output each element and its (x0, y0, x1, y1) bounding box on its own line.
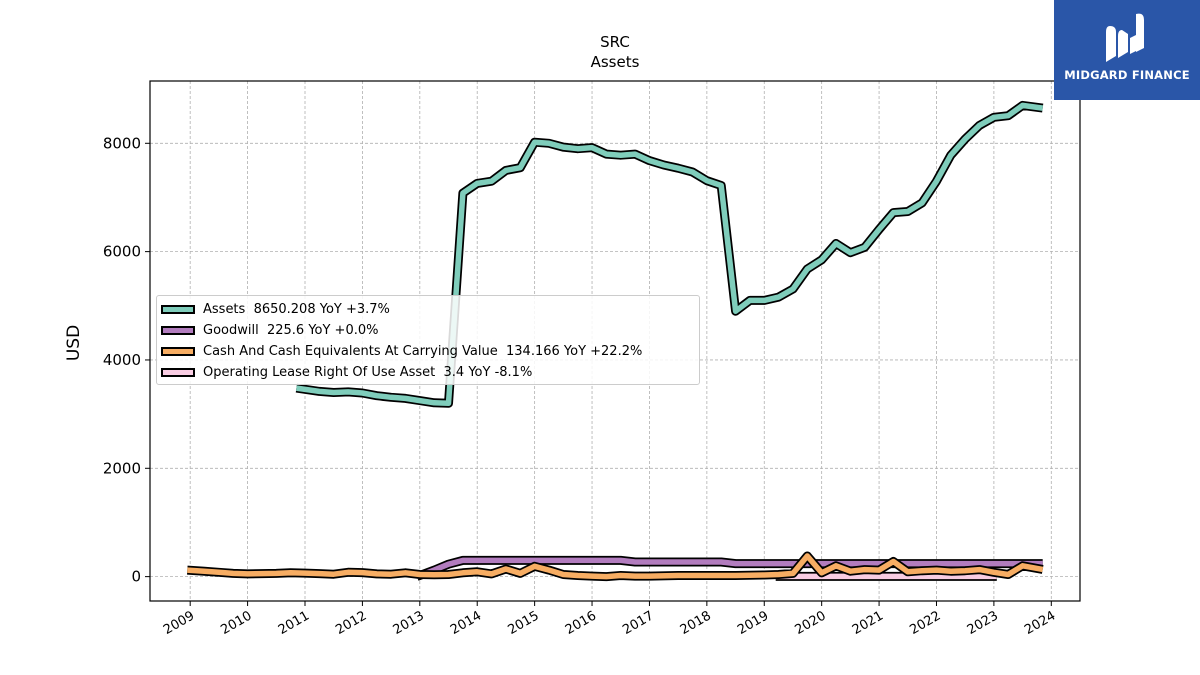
x-tick-label: 2013 (391, 608, 427, 638)
legend-label-assets: Assets 8650.208 YoY +3.7% (203, 301, 390, 317)
legend-swatch-assets (161, 304, 195, 314)
x-tick-label: 2012 (333, 608, 369, 638)
y-tick-label: 4000 (103, 351, 141, 369)
y-tick-label: 2000 (103, 459, 141, 477)
chart-subtitle: Assets (591, 53, 640, 71)
x-tick-label: 2011 (276, 608, 312, 638)
legend-item-goodwill: Goodwill 225.6 YoY +0.0% (161, 321, 378, 339)
x-tick-label: 2015 (505, 608, 541, 638)
brand-logo: MIDGARD FINANCE (1054, 0, 1200, 100)
brand-name: MIDGARD FINANCE (1064, 68, 1190, 82)
legend-label-goodwill: Goodwill 225.6 YoY +0.0% (203, 322, 379, 338)
x-tick-label: 2024 (1022, 608, 1058, 638)
chart-legend: Assets 8650.208 YoY +3.7% Goodwill 225.6… (156, 295, 700, 385)
y-tick-label: 8000 (103, 134, 141, 152)
legend-item-operating-lease: Operating Lease Right Of Use Asset 3.4 Y… (161, 363, 532, 381)
series-line-cash-and-cash-equivalents-at-carrying-value (187, 553, 1044, 580)
plot-frame (149, 80, 1081, 602)
y-axis-label: USD (64, 325, 84, 361)
legend-item-assets: Assets 8650.208 YoY +3.7% (161, 300, 390, 318)
x-tick-label: 2010 (218, 608, 254, 638)
brand-logo-icon (1106, 13, 1144, 62)
x-tick-label: 2016 (563, 608, 599, 638)
legend-item-cash: Cash And Cash Equivalents At Carrying Va… (161, 342, 642, 360)
x-tick-label: 2022 (907, 608, 943, 638)
x-tick-label: 2018 (678, 608, 714, 638)
y-tick-label: 6000 (103, 243, 141, 261)
chart-title: SRC (600, 33, 630, 51)
y-axis-ticks: 0 2000 4000 6000 8000 (103, 134, 150, 586)
series-layer (187, 100, 1044, 582)
x-tick-label: 2009 (161, 608, 197, 638)
x-tick-label: 2019 (735, 608, 771, 638)
legend-label-operating-lease: Operating Lease Right Of Use Asset 3.4 Y… (203, 364, 533, 380)
x-tick-label: 2023 (965, 608, 1001, 638)
series-line-assets (296, 102, 1044, 407)
x-axis-ticks: 2009 2010 2011 2012 2013 2014 2015 2016 2017 2018… (161, 601, 1058, 638)
series-line-goodwill (415, 557, 1043, 580)
x-tick-label: 2017 (620, 608, 656, 638)
legend-label-cash: Cash And Cash Equivalents At Carrying Va… (203, 343, 643, 359)
x-tick-label: 2014 (448, 608, 484, 638)
y-tick-label: 0 (131, 568, 141, 586)
legend-swatch-goodwill (161, 325, 195, 335)
x-tick-label: 2021 (850, 608, 886, 638)
x-tick-label: 2020 (793, 608, 829, 638)
legend-swatch-cash (161, 346, 195, 356)
legend-swatch-operating-lease (161, 367, 195, 377)
